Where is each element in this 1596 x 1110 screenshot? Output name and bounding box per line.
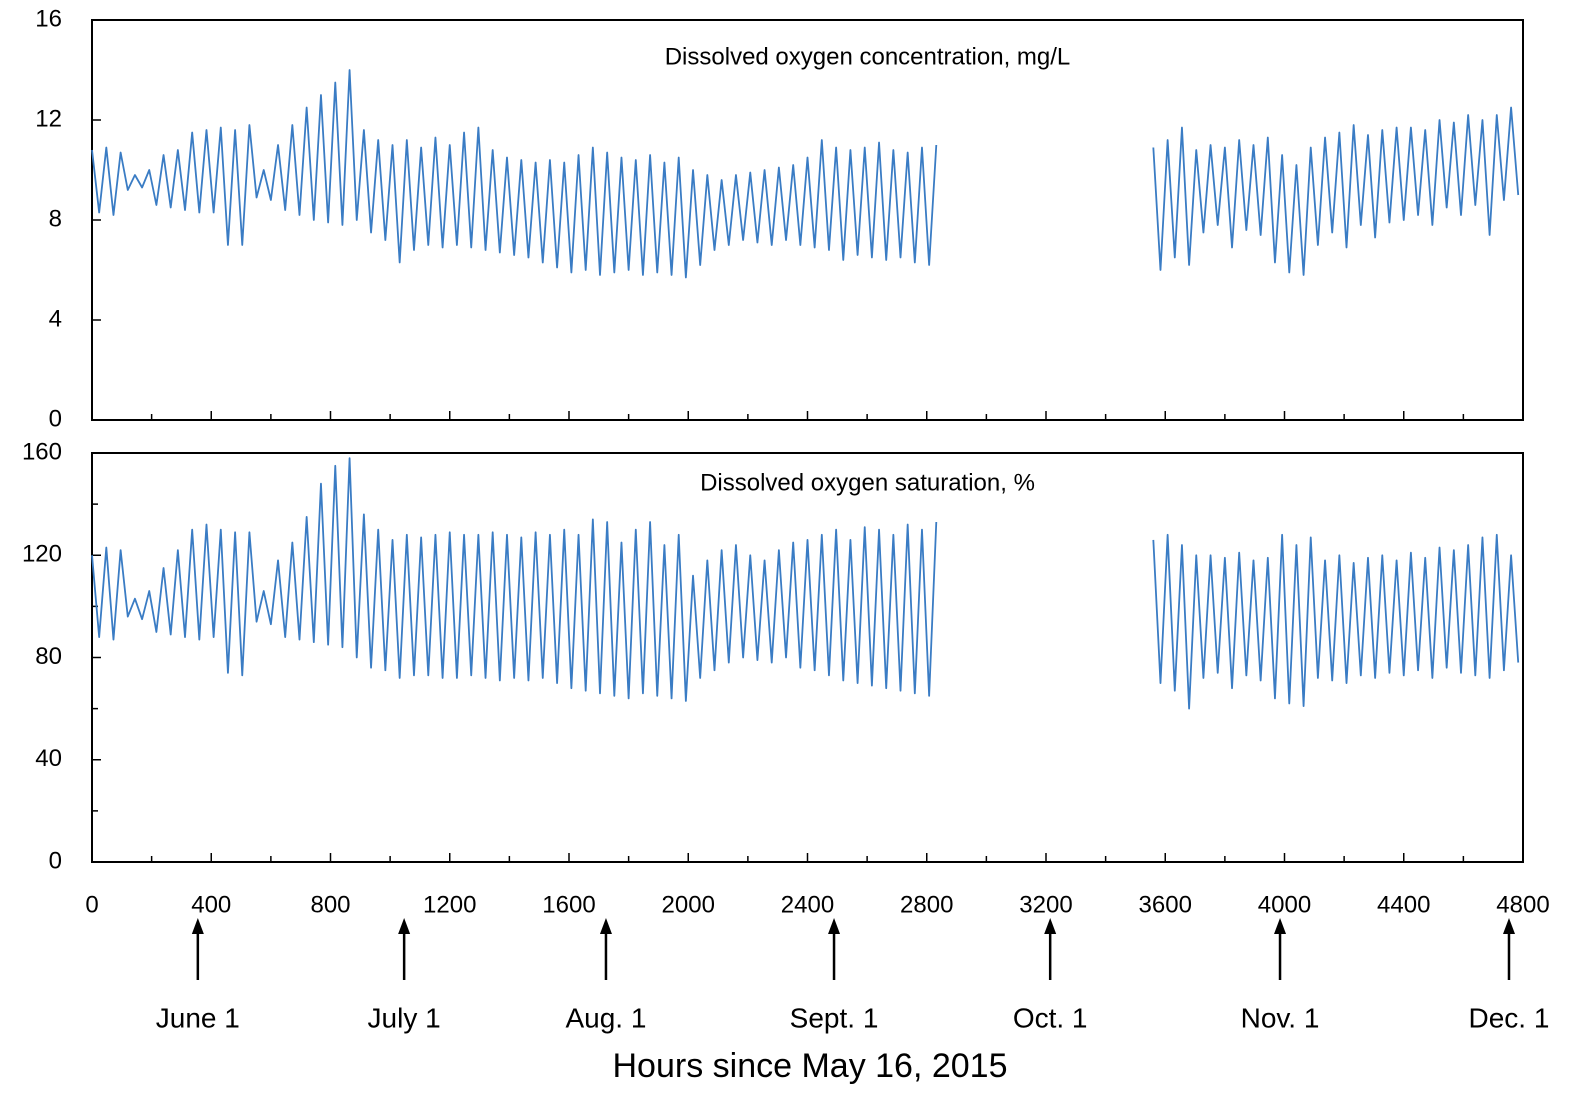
x-tick-label: 0: [85, 891, 98, 918]
x-tick-label: 4000: [1258, 891, 1311, 918]
x-tick-label: 2000: [662, 891, 715, 918]
y-tick-label: 4: [49, 305, 62, 332]
x-tick-label: 800: [310, 891, 350, 918]
y-tick-label: 0: [49, 405, 62, 432]
annotation-label: Dec. 1: [1469, 1002, 1550, 1033]
x-tick-label: 4800: [1496, 891, 1549, 918]
x-tick-label: 4400: [1377, 891, 1430, 918]
data-line: [91, 457, 1520, 710]
annotation-label: Oct. 1: [1013, 1002, 1088, 1033]
annotation-arrowhead: [828, 918, 841, 934]
annotation-arrowhead: [599, 918, 612, 934]
annotation-label: June 1: [156, 1002, 240, 1033]
annotation-arrowhead: [1044, 918, 1057, 934]
y-tick-label: 160: [22, 438, 62, 465]
plot-frame: [91, 452, 1524, 863]
annotation-label: July 1: [368, 1002, 441, 1033]
x-tick-label: 3600: [1139, 891, 1192, 918]
plot-frame: [91, 19, 1524, 421]
x-tick-label: 400: [191, 891, 231, 918]
annotation-label: Aug. 1: [565, 1002, 646, 1033]
y-tick-label: 80: [35, 643, 62, 670]
y-tick-label: 16: [35, 5, 62, 32]
y-tick-label: 120: [22, 541, 62, 568]
y-tick-label: 8: [49, 205, 62, 232]
annotation-arrowhead: [1274, 918, 1287, 934]
annotation-arrowhead: [191, 918, 204, 934]
y-tick-label: 12: [35, 105, 62, 132]
annotation-label: Nov. 1: [1241, 1002, 1320, 1033]
y-tick-label: 40: [35, 745, 62, 772]
x-tick-label: 2800: [900, 891, 953, 918]
y-tick-label: 0: [49, 847, 62, 874]
panel-title: Dissolved oxygen saturation, %: [700, 469, 1035, 496]
x-tick-label: 1200: [423, 891, 476, 918]
annotation-label: Sept. 1: [790, 1002, 879, 1033]
annotation-arrowhead: [1502, 918, 1515, 934]
data-line: [91, 69, 1520, 279]
x-axis-title: Hours since May 16, 2015: [613, 1047, 1008, 1085]
x-tick-label: 1600: [542, 891, 595, 918]
panel-title: Dissolved oxygen concentration, mg/L: [665, 43, 1071, 70]
x-tick-label: 3200: [1019, 891, 1072, 918]
x-tick-label: 2400: [781, 891, 834, 918]
annotation-arrowhead: [398, 918, 411, 934]
